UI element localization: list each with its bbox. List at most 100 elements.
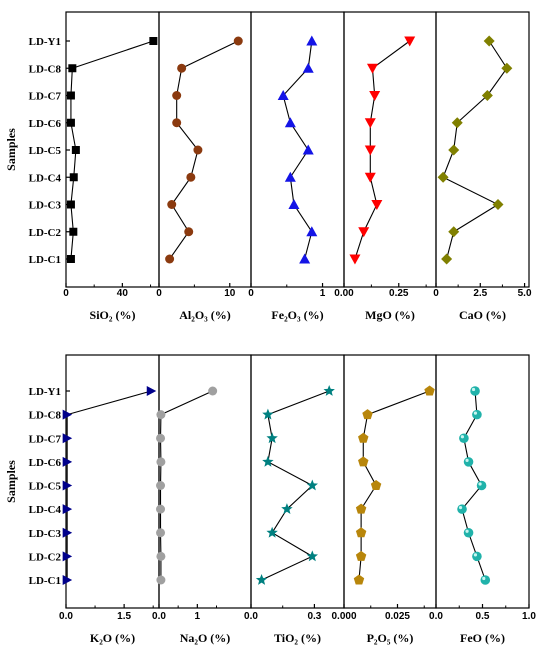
category-label: LD-C4 [29,172,62,184]
panel-8-point-ld-c5 [306,479,318,491]
panel-4-point-ld-c7 [369,91,381,101]
category-label: LD-C6 [29,118,62,130]
category-label: LD-Y1 [29,386,61,398]
panel-3-point-ld-y1 [306,35,318,46]
panel-2-point-ld-y1 [233,36,243,46]
panel-2-point-ld-c7 [172,91,182,100]
panel-5-point-ld-c1 [441,253,453,265]
panel-9-series-line [358,390,430,581]
panel-8-point-ld-c1 [255,574,268,585]
panel-9-xtick-label: 0.025 [385,611,410,622]
panel-5-axis-title: CaO (%) [459,308,506,322]
panel-6-series-line [66,390,152,580]
panel-6-point-ld-y1 [146,386,157,396]
panel-4-point-ld-c2 [358,227,370,238]
panel-2-point-ld-c5 [193,145,203,155]
panel-4-point-ld-c4 [364,172,376,183]
panel-2-point-ld-c2 [184,227,194,237]
panel-7-point-ld-c7 [156,433,166,443]
panel-7-point-ld-c4 [156,504,166,514]
panel-3-axis-title: Fe₂O₃ (%) [271,308,323,322]
panel-4-point-ld-c8 [366,63,378,74]
panel-1-point-ld-c7 [66,91,75,100]
panel-2-point-ld-c8 [177,63,187,73]
panel-5-xtick-label: 0 [433,288,439,299]
panel-7-xtick-label: 0.0 [152,611,166,622]
panel-5-point-ld-y1 [483,35,495,47]
category-label: LD-C4 [29,504,62,516]
category-label: LD-C8 [29,63,62,75]
panel-2-xtick-label: 0 [156,288,162,299]
panel-1-axis-title: SiO₂ (%) [90,308,136,322]
panel-5-xtick-label: 2.5 [473,288,487,299]
panel-9-point-ld-c2 [355,550,367,561]
panel-7-series-line [159,390,213,580]
panel-1-point-ld-c1 [66,255,75,263]
panel-6-point-ld-c8 [62,409,73,420]
panel-10-point-ld-c7 [459,433,469,444]
category-label: LD-C2 [29,551,62,563]
panel-10-xtick-label: 0.0 [429,611,443,622]
panel-6-point-ld-c5 [62,480,73,491]
panel-7-frame [158,354,252,609]
y-axis-title: Samples [4,460,18,503]
category-label: LD-C7 [29,91,62,103]
panel-4-frame [343,11,437,288]
panel-1-point-ld-c2 [69,227,78,236]
category-label: LD-C5 [29,481,62,493]
panel-9-point-ld-c6 [358,456,369,467]
panel-8-point-ld-y1 [323,385,335,396]
panel-5-point-ld-c7 [481,90,493,101]
panel-8-xtick-label: 0.3 [307,611,321,622]
panel-10-xtick-label: 0.5 [476,611,490,622]
panel-2-point-ld-c1 [165,254,175,264]
category-label: LD-C6 [29,457,62,469]
panel-5-point-ld-c4 [437,171,449,183]
panel-8-series-line [261,390,330,581]
panel-3-point-ld-c6 [284,117,296,128]
panel-7-axis-title: Na₂O (%) [180,631,231,645]
panel-6-point-ld-c7 [62,433,73,444]
panel-4-point-ld-c5 [364,145,376,156]
panel-4-xtick-label: 0.00 [334,288,354,299]
panel-9-point-ld-c8 [362,409,373,420]
panel-6-point-ld-c3 [62,527,73,538]
panel-1-point-ld-c3 [66,200,75,209]
panel-3-point-ld-c4 [284,171,296,182]
panel-8-point-ld-c8 [262,408,274,420]
panel-1-point-ld-c4 [69,173,78,182]
panel-5-point-ld-c3 [492,199,504,210]
panel-10-point-ld-c4 [457,504,467,514]
panel-7-point-ld-c6 [156,457,166,467]
panel-8-point-ld-c6 [262,455,274,467]
panel-6-point-ld-c4 [62,504,73,515]
panel-2-point-ld-c3 [167,200,177,209]
panel-5-point-ld-c8 [501,62,513,74]
panel-8-point-ld-c3 [266,526,278,538]
panel-1-point-ld-y1 [149,37,158,45]
panel-3-point-ld-c2 [306,226,318,237]
panel-9-point-ld-c1 [353,574,365,585]
panel-1-frame [65,11,160,288]
panel-7-point-ld-c1 [156,575,166,585]
panel-6-xtick-label: 1.5 [117,611,131,622]
panel-3-frame [250,11,345,288]
panel-7-xtick-label: 1 [195,611,201,622]
panel-1-series-line [70,40,154,260]
category-label: LD-C7 [29,433,62,445]
category-label: LD-C1 [29,254,61,266]
panel-7-point-ld-c2 [156,551,166,561]
panel-1-xtick-label: 40 [117,288,129,299]
category-label: LD-C1 [29,575,61,587]
panel-4-point-ld-c1 [349,254,361,265]
panel-3-xtick-label: 1 [320,288,326,299]
panel-6-xtick-label: 0.0 [59,611,73,622]
panel-8-axis-title: TiO₂ (%) [274,631,321,645]
panel-1-point-ld-c6 [66,118,75,127]
panel-10-axis-title: FeO (%) [460,631,505,645]
panel-5-point-ld-c6 [451,117,463,129]
panel-6-point-ld-c6 [62,456,73,467]
panel-6-point-ld-c1 [62,575,73,585]
panel-5-point-ld-c2 [448,226,460,238]
